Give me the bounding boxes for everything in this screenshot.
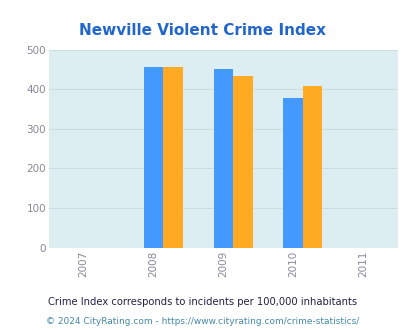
- Bar: [213, 69, 232, 248]
- Bar: [143, 67, 163, 248]
- Text: Newville Violent Crime Index: Newville Violent Crime Index: [79, 23, 326, 38]
- Text: Crime Index corresponds to incidents per 100,000 inhabitants: Crime Index corresponds to incidents per…: [48, 297, 357, 307]
- Text: © 2024 CityRating.com - https://www.cityrating.com/crime-statistics/: © 2024 CityRating.com - https://www.city…: [46, 317, 359, 326]
- Bar: [283, 98, 302, 248]
- Bar: [232, 76, 252, 248]
- Bar: [302, 86, 322, 248]
- Legend: Newville, Alabama, National: Newville, Alabama, National: [73, 329, 373, 330]
- Bar: [163, 67, 182, 248]
